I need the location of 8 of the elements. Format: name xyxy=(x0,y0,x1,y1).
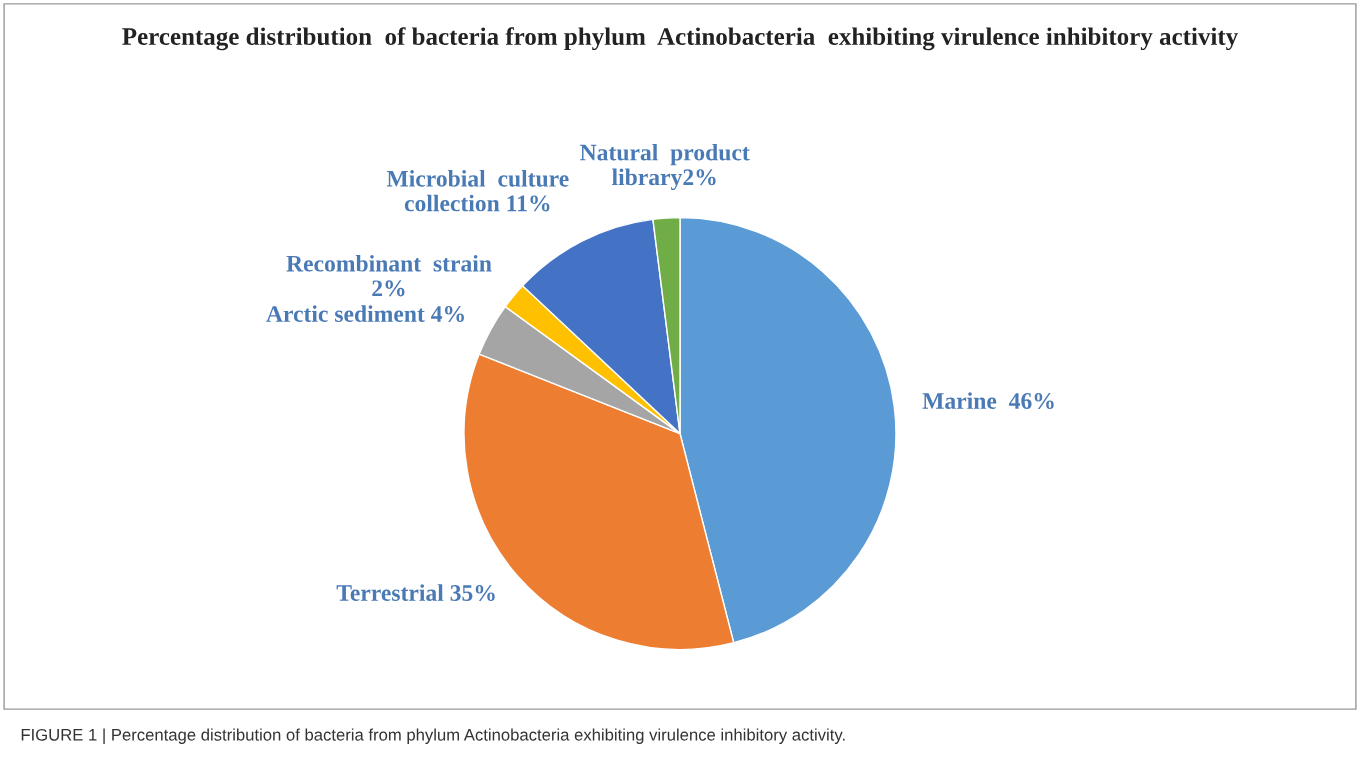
caption: FIGURE 1 | Percentage distribution of bacteria from phylum Actinobacteria exhibiting virulence inhibitory activity. xyxy=(21,728,845,745)
slice-label: Recombinant strain 2% xyxy=(286,255,492,297)
slice-label: Natural product library2% xyxy=(580,143,750,191)
slice-label: Marine 46% xyxy=(922,392,1054,410)
chart-title: Percentage distribution of bacteria from phylum Actinobacteria exhibiting virulence inhibitory activity xyxy=(122,27,1238,51)
slice-label: Microbial culture collection 11% xyxy=(386,170,569,212)
slice-label: Arctic sediment 4% xyxy=(266,305,464,323)
slice-label: Terrestrial 35% xyxy=(336,584,495,601)
